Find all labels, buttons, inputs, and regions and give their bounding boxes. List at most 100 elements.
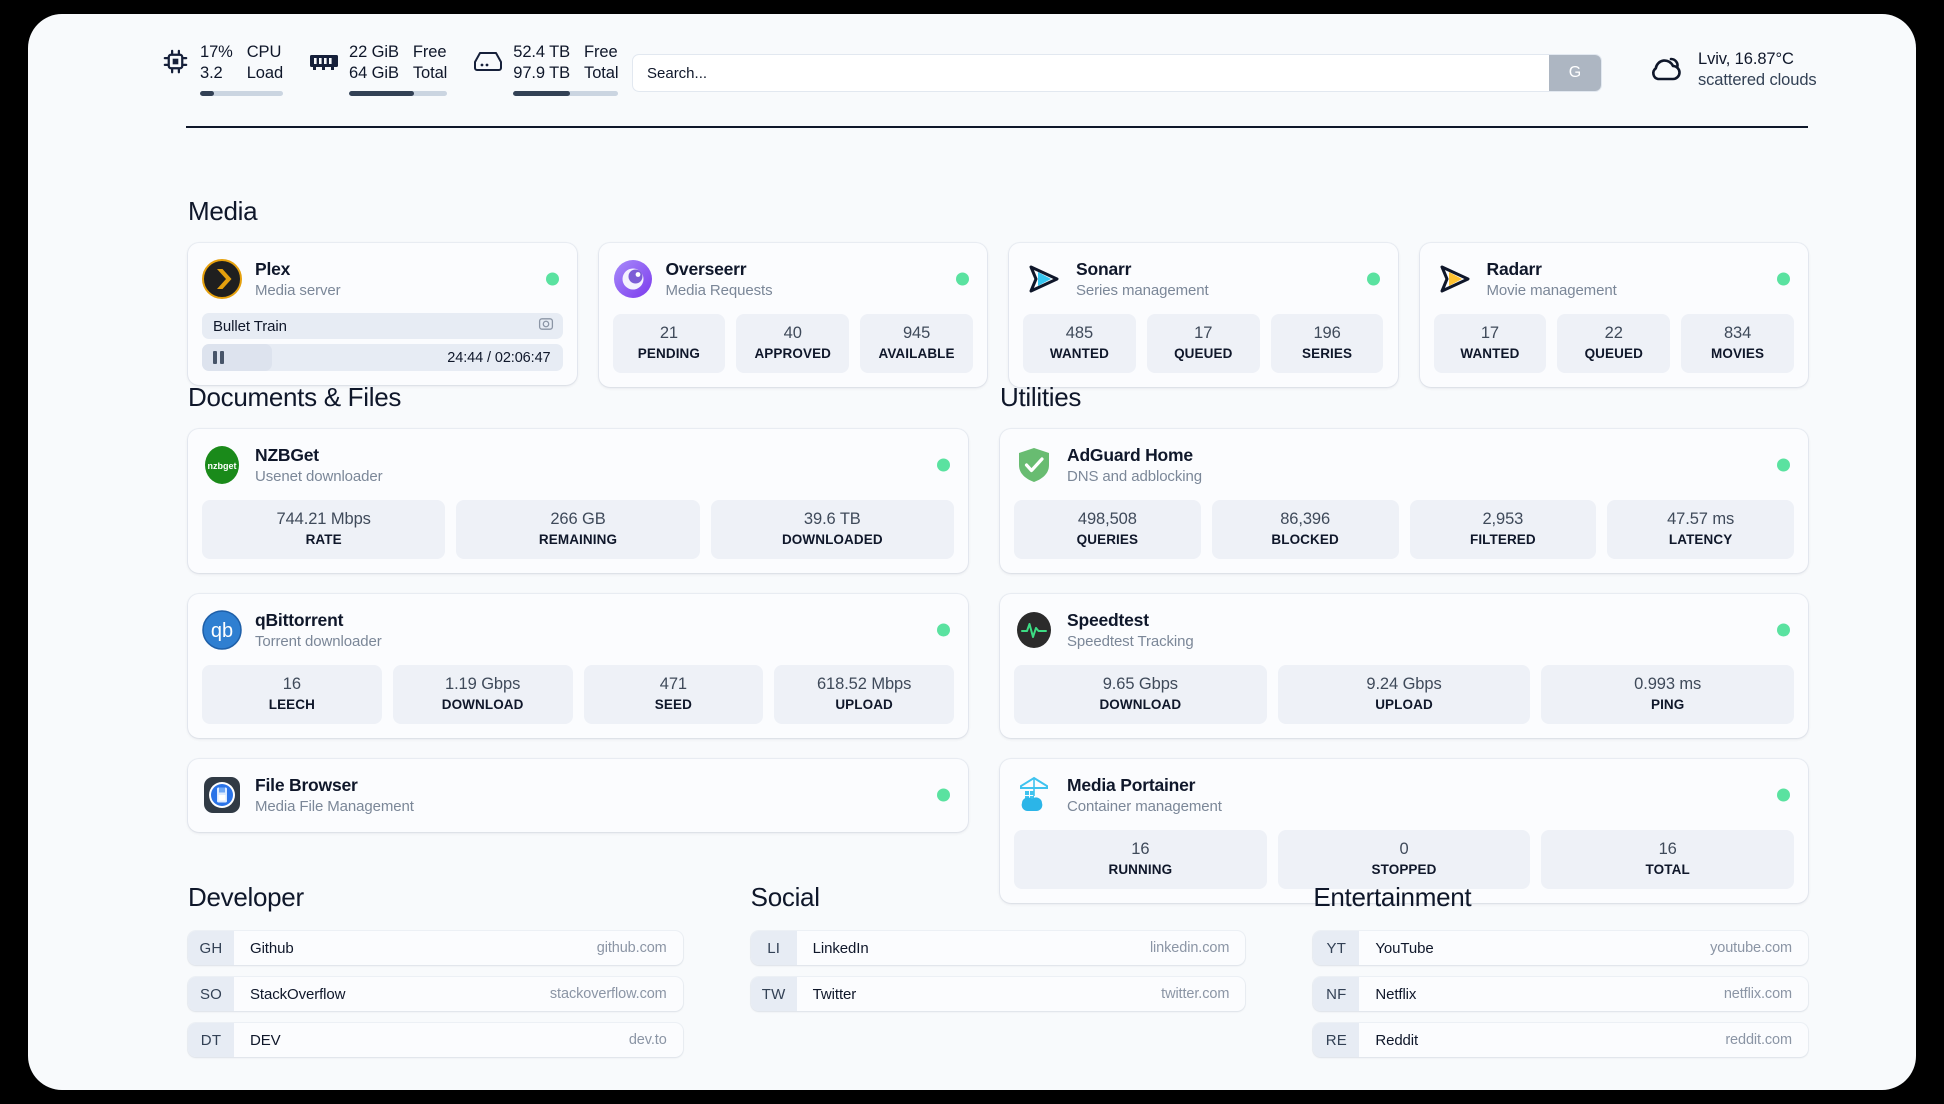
service-stat-leech[interactable]: 16 LEECH [202,665,382,724]
service-stat-queries[interactable]: 498,508 QUERIES [1014,500,1201,559]
system-stats-group: 17% 3.2 CPU Load 22 GiB 64 GiB Free [160,42,619,96]
now-playing-title-bar[interactable]: Bullet Train [202,313,563,339]
status-badge-online [545,272,559,286]
service-stat-available[interactable]: 945 AVAILABLE [860,314,973,373]
bookmark-abbr: YT [1313,931,1360,965]
playback-time: 24:44 / 02:06:47 [447,349,551,366]
bookmark-item-twitter[interactable]: TW Twitter twitter.com [750,977,1246,1011]
service-card-media-portainer[interactable]: Media Portainer Container management 16 … [1000,759,1808,903]
playback-progress-bar[interactable]: 24:44 / 02:06:47 [202,344,563,371]
top-bar: 17% 3.2 CPU Load 22 GiB 64 GiB Free [28,14,1916,124]
stat-value: 40 [783,324,802,342]
stat-label: PENDING [637,346,701,361]
service-card-header: Overseerr Media Requests [613,256,974,302]
sonarr-icon [1023,259,1063,299]
bookmark-item-youtube[interactable]: YT YouTube youtube.com [1313,931,1809,965]
service-stat-row: 744.21 Mbps RATE 266 GB REMAINING 39.6 T… [202,500,954,559]
pause-icon[interactable] [213,351,224,364]
service-stat-blocked[interactable]: 86,396 BLOCKED [1211,500,1399,559]
stat-label: STOPPED [1371,862,1437,877]
service-stat-running[interactable]: 16 RUNNING [1014,830,1267,889]
service-stat-download[interactable]: 9.65 Gbps DOWNLOAD [1014,665,1267,724]
stat-label: LATENCY [1668,532,1733,547]
service-card-header: Plex Media server [202,256,563,302]
service-description: Torrent downloader [255,632,382,650]
service-card-plex[interactable]: Plex Media server Bullet Train 24:44 / 0… [188,243,577,385]
stat-value: 0.993 ms [1634,675,1702,693]
bookmark-abbr: SO [188,977,234,1011]
service-stat-pending[interactable]: 21 PENDING [612,314,726,373]
stat-value: 744.21 Mbps [276,510,371,528]
stat-label: BLOCKED [1271,532,1339,547]
service-stat-remaining[interactable]: 266 GB REMAINING [456,500,700,559]
bookmark-item-dev[interactable]: DT DEV dev.to [188,1023,683,1057]
service-card-file-browser[interactable]: File Browser Media File Management [188,759,968,832]
service-stat-approved[interactable]: 40 APPROVED [736,314,850,373]
service-stat-stopped[interactable]: 0 STOPPED [1277,830,1531,889]
search-submit-button[interactable]: G [1549,55,1601,91]
service-stat-movies[interactable]: 834 MOVIES [1681,314,1794,373]
service-name: File Browser [255,774,358,795]
service-card-sonarr[interactable]: Sonarr Series management 485 WANTED 17 Q… [1009,243,1398,387]
utilities-section: Utilities AdGuard Home DNS and adblockin… [1000,382,1808,903]
stat-label: SERIES [1302,346,1353,361]
hard-disk-icon [473,46,503,76]
documents-section: Documents & Files nzbget NZBGet Usenet d… [188,382,968,832]
bookmark-url: reddit.com [1725,1032,1793,1048]
service-card-overseerr[interactable]: Overseerr Media Requests 21 PENDING 40 A… [598,243,987,387]
bookmark-item-reddit[interactable]: RE Reddit reddit.com [1313,1023,1809,1057]
system-stat-cpu-chip: 17% 3.2 CPU Load [160,42,283,96]
service-card-header: qb qBittorrent Torrent downloader [202,607,954,653]
bookmark-list: YT YouTube youtube.com NF Netflix netfli… [1313,931,1809,1057]
service-stat-wanted[interactable]: 17 WANTED [1433,314,1547,373]
nzbget-icon: nzbget [202,445,242,485]
search-bar[interactable]: G [632,54,1602,92]
cpu-chip-icon [160,46,190,76]
stat-value: 1.19 Gbps [445,675,521,693]
service-stat-queued[interactable]: 22 QUEUED [1557,314,1671,373]
service-stat-rate[interactable]: 744.21 Mbps RATE [202,500,446,559]
service-card-qbittorrent[interactable]: qb qBittorrent Torrent downloader 16 LEE… [188,594,968,738]
service-stat-row: 16 RUNNING 0 STOPPED 16 TOTAL [1014,830,1795,889]
bookmark-name: StackOverflow [250,985,346,1003]
bookmark-item-linkedin[interactable]: LI LinkedIn linkedin.com [750,931,1246,965]
service-card-adguard-home[interactable]: AdGuard Home DNS and adblocking 498,508 … [1000,429,1808,573]
adguard-shield-icon [1014,445,1054,485]
service-stat-wanted[interactable]: 485 WANTED [1023,314,1136,373]
stat-usage-bar [200,91,284,96]
bookmark-abbr: RE [1313,1023,1360,1057]
service-card-radarr[interactable]: Radarr Movie management 17 WANTED 22 QUE… [1419,243,1808,387]
service-stat-queued[interactable]: 17 QUEUED [1146,314,1260,373]
stat-label: QUEUED [1584,346,1643,361]
service-stat-row: 21 PENDING 40 APPROVED 945 AVAILABLE [612,314,974,373]
service-card-header: AdGuard Home DNS and adblocking [1014,442,1794,488]
bookmark-item-github[interactable]: GH Github github.com [188,931,683,965]
service-stat-series[interactable]: 196 SERIES [1270,314,1384,373]
bookmark-item-stackoverflow[interactable]: SO StackOverflow stackoverflow.com [188,977,683,1011]
service-card-nzbget[interactable]: nzbget NZBGet Usenet downloader 744.21 M… [188,429,968,573]
service-description: Speedtest Tracking [1067,632,1194,650]
service-stat-seed[interactable]: 471 SEED [583,665,764,724]
bookmark-group-title: Social [750,882,820,912]
service-stat-upload[interactable]: 9.24 Gbps UPLOAD [1277,665,1531,724]
bookmark-item-netflix[interactable]: NF Netflix netflix.com [1313,977,1809,1011]
service-stat-filtered[interactable]: 2,953 FILTERED [1409,500,1597,559]
bookmark-group-entertainment: Entertainment YT YouTube youtube.com NF … [1313,882,1809,1069]
service-stat-latency[interactable]: 47.57 ms LATENCY [1607,500,1794,559]
bookmark-name: YouTube [1375,939,1434,957]
stat-label: FILTERED [1469,532,1536,547]
now-playing-title: Bullet Train [213,317,287,335]
service-stat-row: 16 LEECH 1.19 Gbps DOWNLOAD 471 SEED 618… [202,665,954,724]
stat-value: 834 [1723,324,1752,342]
service-stat-download[interactable]: 1.19 Gbps DOWNLOAD [392,665,573,724]
service-stat-total[interactable]: 16 TOTAL [1541,830,1795,889]
service-card-speedtest[interactable]: Speedtest Speedtest Tracking 9.65 Gbps D… [1000,594,1808,738]
service-stat-ping[interactable]: 0.993 ms PING [1541,665,1795,724]
cast-icon[interactable] [538,316,554,336]
service-stat-upload[interactable]: 618.52 Mbps UPLOAD [774,665,954,724]
search-input[interactable] [633,55,1549,91]
file-browser-icon [202,775,242,815]
service-stat-downloaded[interactable]: 39.6 TB DOWNLOADED [710,500,954,559]
weather-location-temp: Lviv, 16.87°C [1698,50,1794,68]
service-description: Container management [1067,797,1222,815]
